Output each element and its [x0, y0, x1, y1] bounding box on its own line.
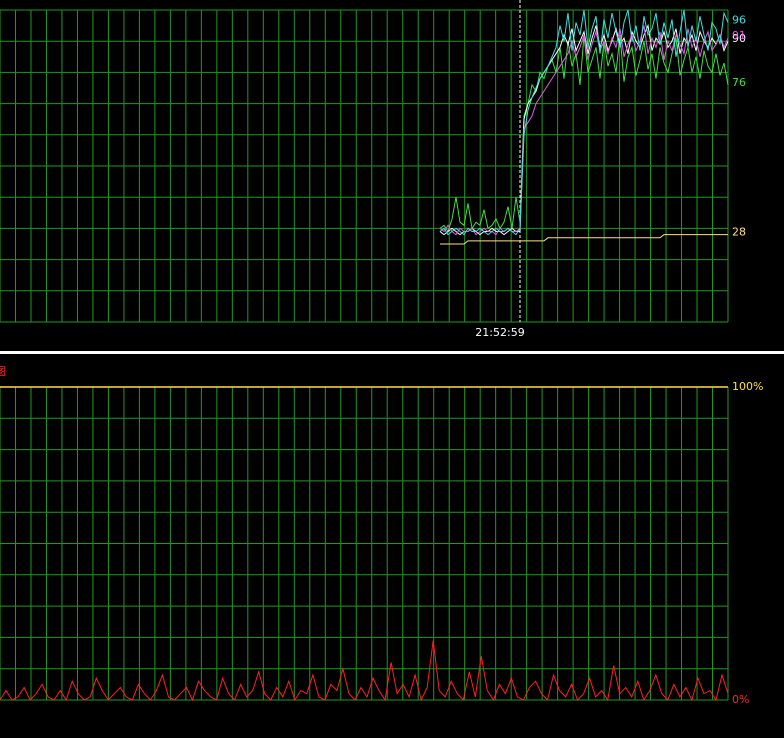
y-tick-label: 0%	[732, 693, 749, 706]
panel-title: 图	[0, 365, 6, 378]
current-value: 90	[732, 32, 746, 45]
marker-label: 21:52:59	[475, 326, 524, 339]
current-value: 91	[732, 29, 746, 42]
series-line	[439, 34, 729, 233]
series-line	[439, 25, 729, 236]
current-value: 28	[732, 226, 746, 239]
divider	[0, 351, 784, 354]
series-line	[439, 9, 729, 236]
series-line	[440, 234, 728, 245]
series-line	[0, 640, 729, 702]
y-tick-label: 100%	[732, 380, 763, 393]
current-value: 76	[732, 76, 746, 89]
current-value: 96	[732, 13, 746, 26]
